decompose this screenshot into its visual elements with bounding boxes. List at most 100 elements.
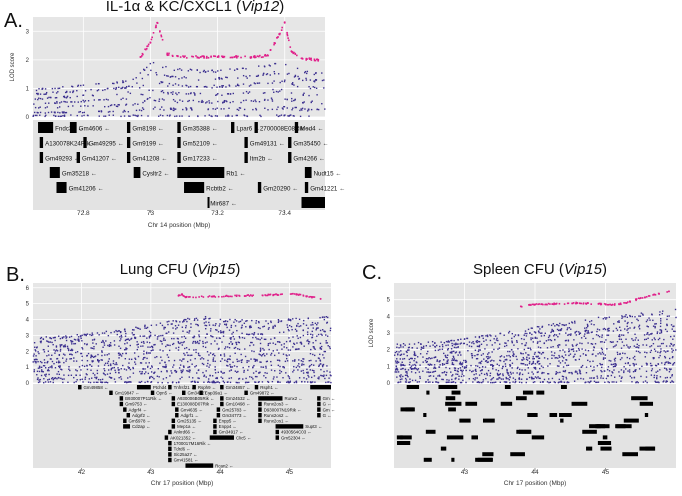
snp-point [624, 320, 626, 322]
snp-point [56, 102, 58, 104]
snp-point [422, 347, 425, 349]
snp-point [54, 352, 56, 354]
snp-point [134, 114, 136, 117]
snp-point [570, 348, 573, 351]
significant-point [205, 55, 208, 58]
snp-point [429, 345, 431, 347]
gene-bar [126, 152, 131, 163]
snp-point [420, 346, 423, 349]
snp-point [192, 336, 194, 339]
snp-point [229, 365, 232, 368]
snp-point [148, 89, 150, 91]
significant-point [201, 55, 204, 57]
snp-point [653, 348, 656, 350]
snp-point [100, 341, 103, 343]
snp-point [559, 362, 562, 364]
snp-point [63, 112, 65, 114]
snp-point [158, 98, 161, 100]
snp-point [530, 338, 532, 341]
snp-point [602, 353, 605, 355]
snp-point [484, 348, 486, 350]
snp-point [141, 371, 143, 373]
snp-point [525, 352, 527, 354]
snp-point [409, 361, 411, 364]
snp-point [459, 361, 462, 363]
snp-point [227, 93, 230, 95]
gene-bar [216, 413, 221, 418]
snp-point [226, 346, 229, 348]
snp-point [63, 100, 65, 103]
snp-point [622, 352, 624, 354]
snp-point [306, 340, 308, 342]
significant-point [182, 294, 184, 297]
snp-point [565, 359, 568, 361]
snp-point [613, 323, 615, 325]
snp-point [187, 370, 189, 373]
significant-point [310, 57, 312, 60]
snp-point [272, 378, 275, 380]
snp-point [139, 87, 141, 89]
snp-point [507, 339, 509, 342]
snp-point [643, 338, 646, 341]
snp-point [249, 325, 251, 328]
snp-point [318, 365, 320, 368]
snp-point [307, 371, 309, 373]
snp-point [90, 347, 92, 349]
snp-point [171, 75, 173, 78]
snp-point [118, 345, 120, 347]
snp-point [296, 85, 299, 88]
snp-point [418, 381, 420, 383]
snp-point [224, 359, 226, 361]
snp-point [521, 373, 524, 376]
snp-point [564, 351, 566, 353]
snp-point [301, 107, 304, 110]
snp-point [448, 381, 450, 383]
snp-point [164, 361, 166, 363]
snp-point [127, 338, 130, 340]
snp-point [194, 94, 196, 96]
snp-point [37, 351, 39, 353]
snp-point [67, 105, 70, 108]
snp-point [119, 347, 122, 350]
snp-point [578, 349, 580, 351]
snp-point [512, 353, 515, 355]
snp-point [323, 79, 325, 81]
snp-point [67, 381, 69, 383]
gene-label: Gm10498 ← [226, 402, 251, 407]
y-tick-label: 1 [26, 365, 30, 371]
snp-point [491, 381, 494, 384]
snp-point [177, 68, 179, 71]
snp-point [434, 342, 436, 344]
snp-point [32, 115, 34, 118]
snp-point [451, 375, 453, 377]
snp-point [518, 377, 521, 379]
snp-point [156, 338, 159, 340]
significant-point [547, 302, 550, 305]
snp-point [256, 358, 258, 361]
snp-point [600, 375, 602, 377]
snp-point [143, 350, 145, 352]
snp-point [299, 341, 302, 344]
snp-point [476, 345, 479, 348]
snp-point [144, 356, 146, 359]
snp-point [629, 364, 631, 367]
snp-point [241, 332, 243, 335]
snp-point [57, 115, 60, 118]
snp-point [536, 371, 539, 374]
significant-point [305, 57, 308, 60]
snp-point [329, 374, 332, 376]
snp-point [303, 377, 305, 379]
snp-point [63, 115, 66, 117]
snp-point [116, 81, 118, 83]
snp-point [437, 381, 439, 384]
snp-point [265, 338, 267, 341]
snp-point [566, 327, 569, 329]
snp-point [534, 366, 537, 369]
snp-point [606, 368, 609, 371]
snp-point [142, 101, 144, 104]
snp-point [80, 105, 82, 107]
snp-point [313, 346, 315, 348]
snp-point [419, 353, 422, 355]
snp-point [133, 329, 135, 331]
y-tick-label: 1 [387, 364, 391, 370]
